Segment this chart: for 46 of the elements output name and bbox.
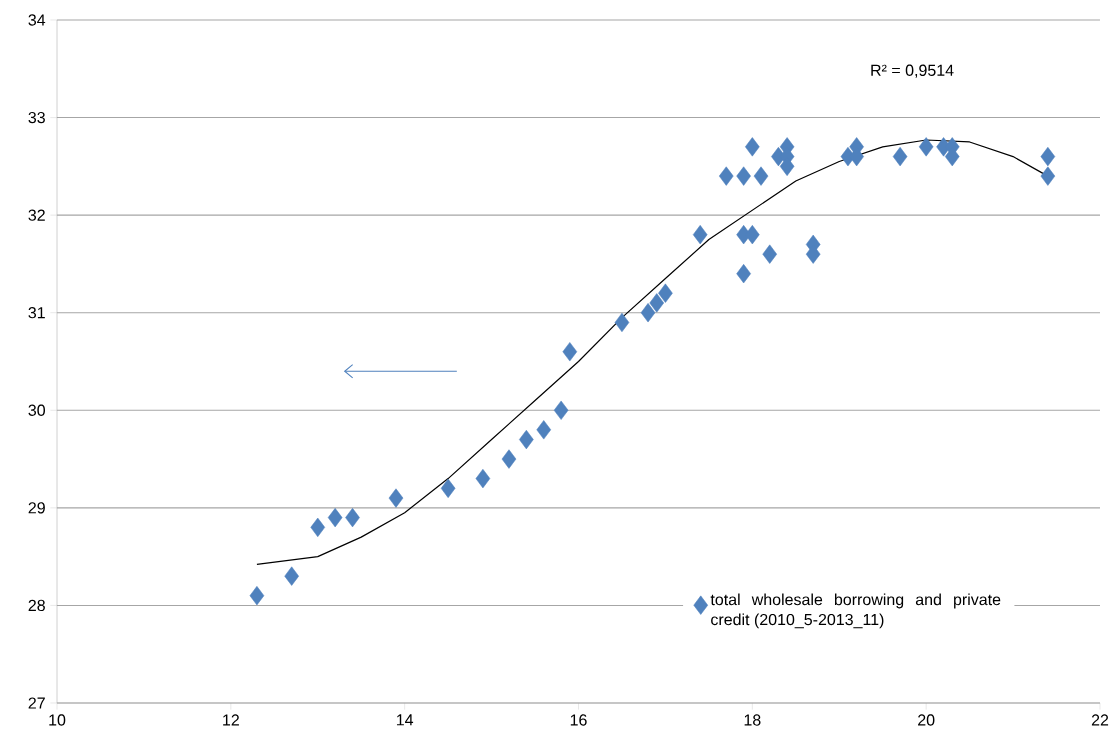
point: [736, 264, 751, 284]
point: [753, 166, 769, 186]
point: [501, 449, 517, 469]
x-tick-label: 12: [223, 714, 239, 726]
y-tick-label: 33: [28, 111, 45, 124]
point: [536, 420, 552, 440]
y-tick-label: 27: [28, 697, 45, 709]
point: [388, 488, 404, 508]
point: [519, 429, 534, 450]
point: [553, 400, 569, 420]
legend-label: total wholesale borrowing and private credit (2010_5-2013_11): [710, 593, 1001, 629]
point: [327, 508, 343, 528]
y-tick-label: 34: [28, 14, 46, 26]
y-tick-label: 32: [28, 209, 45, 221]
y-tick-label: 31: [28, 307, 45, 319]
point: [249, 586, 265, 606]
point: [614, 312, 630, 333]
x-tick-label: 14: [396, 714, 414, 726]
point: [310, 517, 326, 537]
y-tick-label: 29: [28, 502, 45, 514]
point: [345, 508, 360, 528]
point: [745, 225, 760, 245]
point: [1040, 166, 1056, 186]
point: [718, 166, 734, 186]
point: [658, 283, 673, 303]
point: [562, 342, 578, 362]
x-tick-label: 18: [744, 714, 761, 726]
y-tick-label: 30: [28, 404, 46, 416]
point: [640, 303, 656, 323]
point: [475, 468, 491, 489]
point: [649, 293, 664, 313]
x-tick-label: 16: [570, 714, 587, 726]
annotation: R² = 0,9514: [871, 64, 954, 78]
point: [284, 566, 299, 586]
point: [440, 478, 456, 498]
point: [692, 225, 708, 245]
point: [918, 137, 934, 157]
y-tick-label: 28: [28, 599, 45, 612]
x-tick-label: 20: [918, 714, 935, 726]
point: [762, 244, 777, 264]
x-tick-label: 22: [1091, 714, 1109, 726]
point: [1040, 146, 1056, 167]
point: [745, 137, 760, 157]
x-tick-label: 10: [49, 714, 66, 726]
point: [892, 146, 908, 167]
point: [736, 166, 751, 186]
